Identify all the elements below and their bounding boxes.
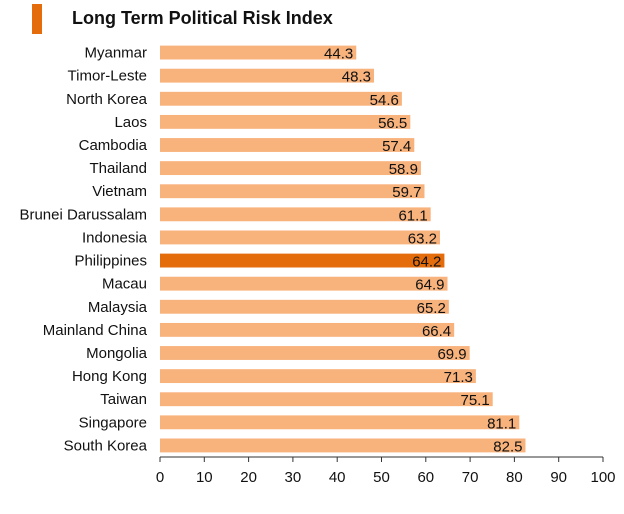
bar-hong-kong <box>160 369 476 384</box>
x-tick-label: 70 <box>462 469 479 486</box>
value-label: 56.5 <box>378 115 407 132</box>
x-axis: 0 10 20 30 40 50 60 70 80 90 100 <box>156 456 616 486</box>
bars-group <box>160 45 526 453</box>
category-label: Timor-Leste <box>68 68 147 85</box>
bar-north-korea <box>160 91 402 106</box>
x-tick-label: 40 <box>329 469 346 486</box>
value-label: 63.2 <box>408 230 437 247</box>
x-tick-label: 60 <box>417 469 434 486</box>
category-label: Thailand <box>89 160 147 177</box>
x-tick-label: 10 <box>196 469 213 486</box>
title-accent-bar <box>32 4 42 34</box>
category-label: North Korea <box>66 91 148 108</box>
bar-mainland-china <box>160 322 455 337</box>
value-label: 54.6 <box>370 92 399 109</box>
category-label: Cambodia <box>79 137 148 154</box>
chart-title: Long Term Political Risk Index <box>72 8 333 28</box>
category-labels-group: Myanmar Timor-Leste North Korea Laos Cambodi… <box>19 45 147 455</box>
category-label: Philippines <box>74 253 147 270</box>
bar-myanmar <box>160 45 357 60</box>
x-tick-label: 0 <box>156 469 164 486</box>
bar-brunei-darussalam <box>160 207 431 222</box>
bar-laos <box>160 114 411 129</box>
category-label: Indonesia <box>82 229 148 246</box>
value-label: 69.9 <box>437 346 466 363</box>
bar-cambodia <box>160 138 415 152</box>
value-label: 65.2 <box>417 300 446 317</box>
value-labels-group: 44.3 48.3 54.6 56.5 57.4 58.9 59.7 61.1 63.2 64.2… <box>324 46 522 456</box>
category-label: Myanmar <box>84 45 147 62</box>
x-tick-label: 80 <box>506 469 523 486</box>
category-label: South Korea <box>64 437 148 454</box>
value-label: 44.3 <box>324 46 353 63</box>
category-label: Brunei Darussalam <box>19 206 147 223</box>
value-label: 71.3 <box>444 369 473 386</box>
x-tick-label: 90 <box>550 469 567 486</box>
value-label: 75.1 <box>460 392 489 409</box>
value-label: 82.5 <box>493 438 522 455</box>
value-label: 66.4 <box>422 323 451 340</box>
value-label: 81.1 <box>487 415 516 432</box>
value-label: 64.2 <box>412 254 441 271</box>
bar-vietnam <box>160 184 425 199</box>
bar-philippines <box>160 253 445 268</box>
bar-south-korea <box>160 438 526 453</box>
x-tick-label: 100 <box>590 469 615 486</box>
x-tick-label: 30 <box>285 469 302 486</box>
bar-indonesia <box>160 230 440 245</box>
bar-mongolia <box>160 346 470 360</box>
x-tick-label: 20 <box>240 469 257 486</box>
value-label: 59.7 <box>392 184 421 201</box>
value-label: 61.1 <box>398 207 427 224</box>
bar-macau <box>160 276 448 291</box>
bar-malaysia <box>160 299 449 314</box>
category-label: Macau <box>102 276 147 293</box>
bar-singapore <box>160 415 520 430</box>
category-label: Vietnam <box>92 183 147 200</box>
value-label: 57.4 <box>382 138 411 155</box>
category-label: Laos <box>114 114 147 131</box>
category-label: Mainland China <box>43 322 148 339</box>
value-label: 58.9 <box>389 161 418 178</box>
category-label: Malaysia <box>88 299 148 316</box>
bar-timor-leste <box>160 68 374 83</box>
bar-taiwan <box>160 392 493 407</box>
value-label: 64.9 <box>415 277 444 294</box>
x-tick-label: 50 <box>373 469 390 486</box>
value-label: 48.3 <box>342 69 371 86</box>
category-label: Hong Kong <box>72 368 147 385</box>
bar-thailand <box>160 161 421 176</box>
category-label: Taiwan <box>100 391 147 408</box>
category-label: Mongolia <box>86 345 148 362</box>
category-label: Singapore <box>79 414 147 431</box>
